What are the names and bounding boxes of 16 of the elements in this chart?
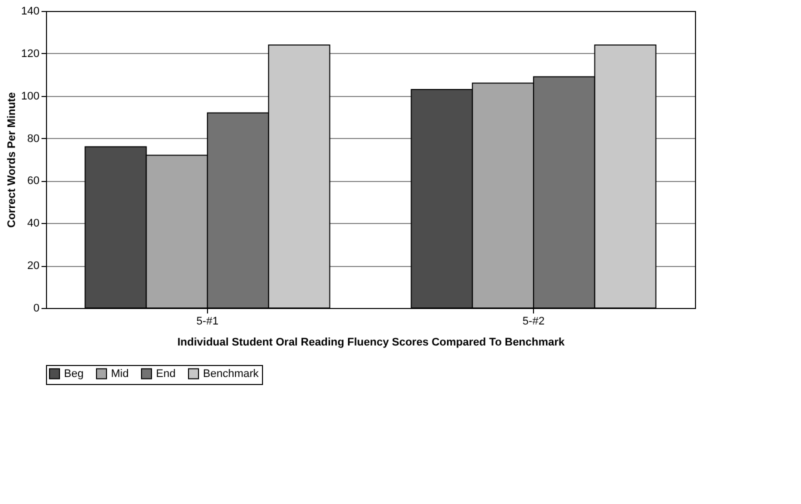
x-tick-label: 5-#1 xyxy=(196,316,218,328)
x-tick-label: 5-#2 xyxy=(522,316,545,328)
y-tick-label: 20 xyxy=(27,260,40,272)
y-tick-label: 80 xyxy=(27,132,40,145)
y-tick-label: 0 xyxy=(33,302,40,314)
y-tick-label: 140 xyxy=(21,6,40,18)
y-axis-title: Correct Words Per Minute xyxy=(6,92,18,228)
y-tick-label: 120 xyxy=(21,48,40,60)
y-tick-label: 100 xyxy=(21,90,40,102)
y-tick-label: 40 xyxy=(27,218,40,230)
legend-label: Mid xyxy=(111,368,129,380)
y-tick-label: 60 xyxy=(27,175,40,188)
legend-label: Benchmark xyxy=(203,368,260,380)
legend-label: End xyxy=(156,368,176,380)
x-axis-title: Individual Student Oral Reading Fluency Scores Compared To Benchmark xyxy=(177,336,566,348)
legend-label: Beg xyxy=(64,368,84,380)
